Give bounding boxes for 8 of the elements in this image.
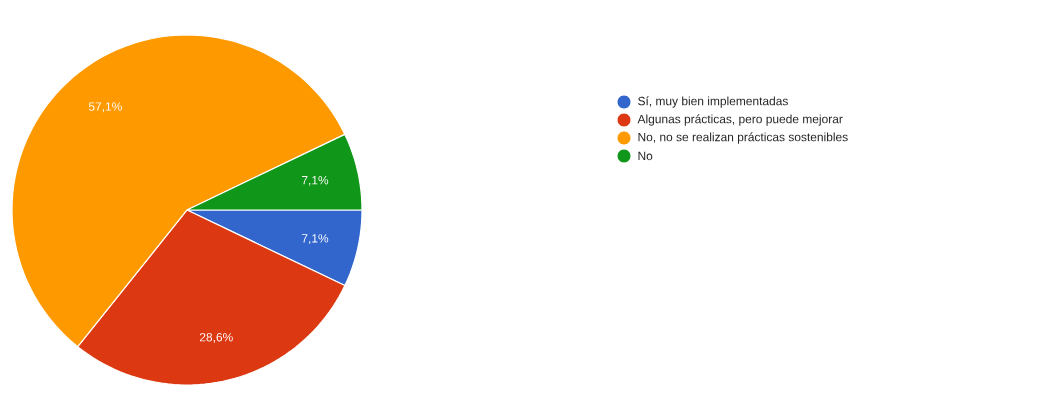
legend-label: No xyxy=(638,151,653,161)
data-label: 57,1% xyxy=(88,102,122,113)
legend-label: No, no se realizan prácticas sostenibles xyxy=(638,132,848,144)
data-label: 28,6% xyxy=(199,333,233,343)
legend-label: Algunas prácticas, pero puede mejorar xyxy=(637,114,843,126)
data-label: 7,1% xyxy=(301,176,329,186)
legend-label: Sí, muy bien implementadas xyxy=(638,96,788,108)
data-label: 7,1% xyxy=(301,234,329,244)
